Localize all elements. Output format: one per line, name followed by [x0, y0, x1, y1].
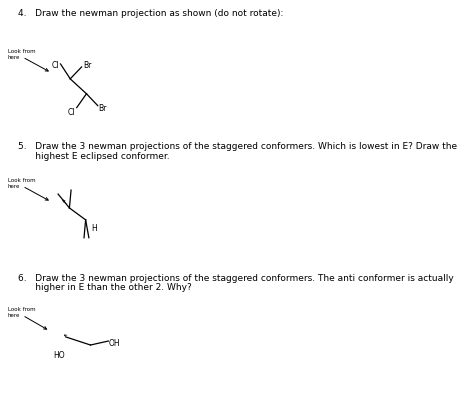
- Text: highest E eclipsed conformer.: highest E eclipsed conformer.: [18, 152, 169, 161]
- Text: 4.   Draw the newman projection as shown (do not rotate):: 4. Draw the newman projection as shown (…: [18, 9, 283, 18]
- Text: Br: Br: [83, 61, 91, 70]
- Text: Look from
here: Look from here: [8, 178, 36, 189]
- Text: OH: OH: [109, 339, 121, 348]
- Text: H: H: [91, 224, 97, 233]
- Text: 6.   Draw the 3 newman projections of the staggered conformers. The anti conform: 6. Draw the 3 newman projections of the …: [18, 273, 453, 283]
- Text: 5.   Draw the 3 newman projections of the staggered conformers. Which is lowest : 5. Draw the 3 newman projections of the …: [18, 143, 457, 151]
- Text: Cl: Cl: [51, 61, 59, 70]
- Text: Br: Br: [98, 104, 106, 113]
- Text: Look from
here: Look from here: [8, 307, 36, 318]
- Text: Cl: Cl: [68, 108, 75, 117]
- Text: Look from
here: Look from here: [8, 49, 36, 60]
- Text: higher in E than the other 2. Why?: higher in E than the other 2. Why?: [18, 284, 191, 292]
- Text: HO: HO: [53, 351, 64, 360]
